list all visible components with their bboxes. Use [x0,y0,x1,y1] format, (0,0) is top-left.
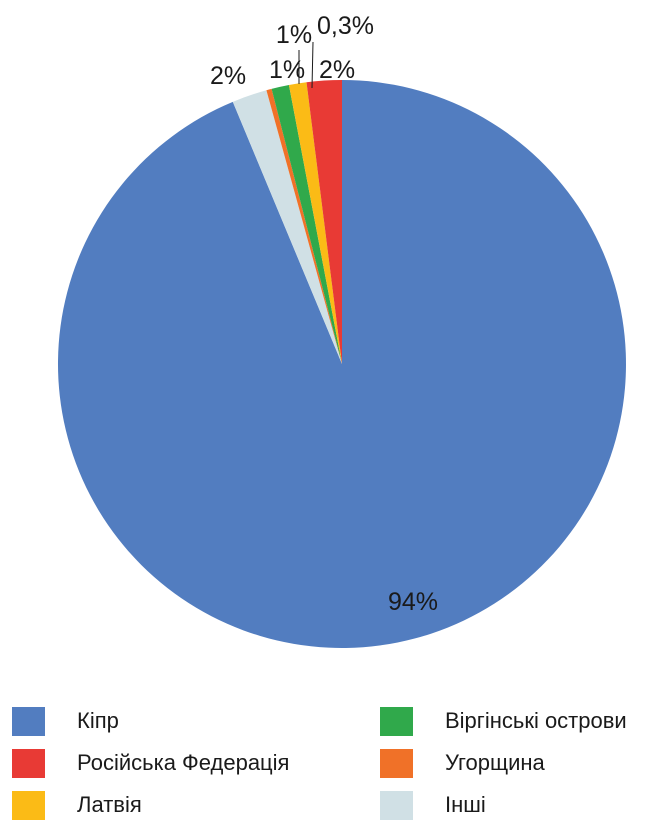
slice-labels: 94%2%0,3%1%1%2% [210,12,438,616]
legend-item-virginski-ostrovy: Віргінські острови [380,704,627,738]
pie-slice-латвія [288,82,342,364]
legend-label: Інші [445,792,486,817]
legend-label: Російська Федерація [77,750,290,775]
slice-label-кіпр: 94% [388,588,438,616]
legend-item-uhorshchyna: Угорщина [380,746,545,780]
pie-slice-кіпр [57,80,626,648]
legend-label: Віргінські острови [445,708,627,733]
pie-slice-угорщина [266,88,342,365]
legend-swatch [380,706,413,736]
legend-swatch [12,790,45,820]
slice-label-латвія: 1% [269,56,305,84]
legend-swatch [380,748,413,778]
slice-label-інші: 2% [319,56,355,84]
pie-slice-віргінські-острови [271,85,342,364]
pie-slice-інші [232,90,342,365]
legend-swatch [12,748,45,778]
legend-swatch [380,790,413,820]
legend-item-inshi: Інші [380,788,486,822]
pie-slice-російська-федерація [306,80,342,364]
legend-item-rosiiska-federatsiia: Російська Федерація [12,746,289,780]
slice-label-віргінські-острови: 1% [276,21,312,49]
slice-label-угорщина: 0,3% [317,12,374,40]
label-leader-lines [298,41,314,89]
slice-label-російська-федерація: 2% [210,62,246,90]
leader-line-угорщина [311,41,314,89]
legend-swatch [12,706,45,736]
legend-label: Латвія [77,792,142,817]
legend-item-latviia: Латвія [12,788,142,822]
legend-label: Угорщина [445,750,545,775]
chart-legend: Кіпр Віргінські острови Російська Федера… [0,690,670,837]
pie-slices [57,80,626,648]
legend-label: Кіпр [77,708,119,733]
pie-chart: 94%2%0,3%1%1%2% [57,12,626,648]
legend-item-kipr: Кіпр [12,704,119,738]
